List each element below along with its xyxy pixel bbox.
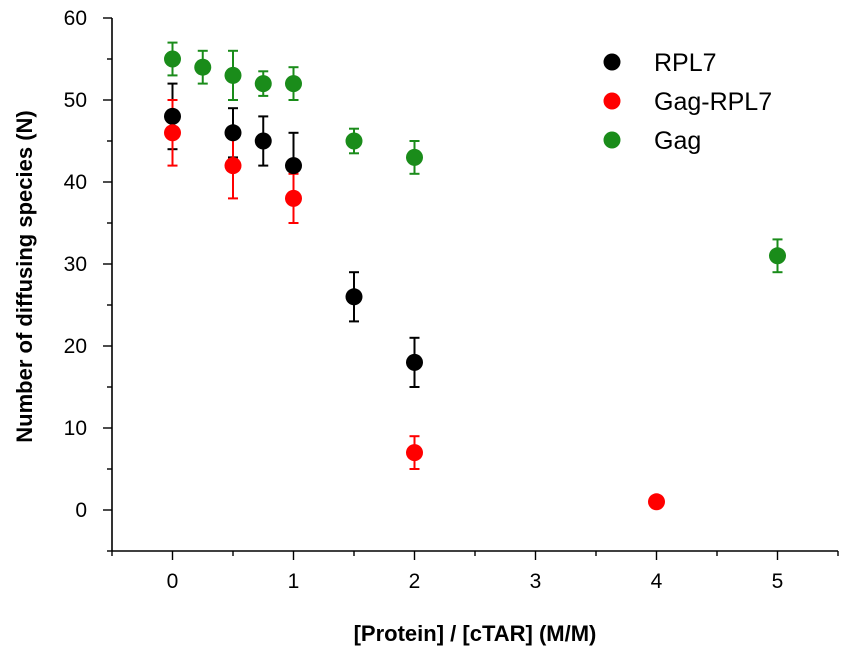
data-point: [254, 75, 272, 93]
y-tick-label: 30: [64, 253, 87, 276]
x-tick-label: 4: [651, 570, 663, 593]
plot-area: [164, 41, 786, 511]
data-point: [164, 124, 181, 142]
y-tick-label: 60: [64, 7, 87, 30]
legend-marker: [603, 53, 621, 71]
data-point: [648, 493, 665, 511]
x-tick-label: 5: [772, 570, 784, 593]
legend-item: RPL7: [603, 49, 717, 77]
legend-item: Gag-RPL7: [603, 88, 772, 116]
y-axis-title: Number of diffusing species (N): [12, 110, 37, 442]
legend-label: Gag-RPL7: [654, 88, 772, 116]
data-point: [406, 353, 423, 371]
x-tick-label: 0: [167, 570, 179, 593]
data-point: [194, 58, 212, 76]
data-point: [406, 148, 423, 166]
x-tick-label: 2: [409, 570, 421, 593]
data-point: [224, 124, 242, 142]
y-axis-ticks: 0 10 20 30 40 50 60: [64, 7, 112, 552]
y-tick-label: 50: [64, 89, 87, 112]
data-point: [224, 66, 242, 84]
data-point: [254, 132, 272, 150]
legend-label: RPL7: [654, 49, 717, 77]
data-points: [164, 50, 786, 511]
x-tick-label: 1: [288, 570, 300, 593]
data-point: [285, 157, 302, 175]
legend: RPL7 Gag-RPL7 Gag: [603, 49, 772, 155]
data-point: [285, 75, 302, 93]
x-axis-title: [Protein] / [cTAR] (M/M): [354, 621, 597, 646]
data-point: [345, 132, 363, 150]
y-tick-label: 10: [64, 417, 87, 440]
data-point: [345, 288, 363, 306]
data-point: [406, 444, 423, 462]
y-tick-label: 0: [75, 499, 87, 522]
x-tick-label: 3: [530, 570, 542, 593]
data-point: [164, 107, 181, 125]
y-tick-label: 20: [64, 335, 87, 358]
data-point: [164, 50, 181, 68]
data-point: [285, 189, 302, 207]
legend-label: Gag: [654, 127, 701, 155]
legend-marker: [603, 131, 621, 149]
data-point: [224, 157, 242, 175]
legend-item: Gag: [603, 127, 701, 155]
data-point: [769, 247, 786, 265]
x-axis-ticks: 0 1 2 3 4 5: [111, 551, 839, 593]
legend-marker: [603, 92, 621, 110]
y-tick-label: 40: [64, 171, 87, 194]
